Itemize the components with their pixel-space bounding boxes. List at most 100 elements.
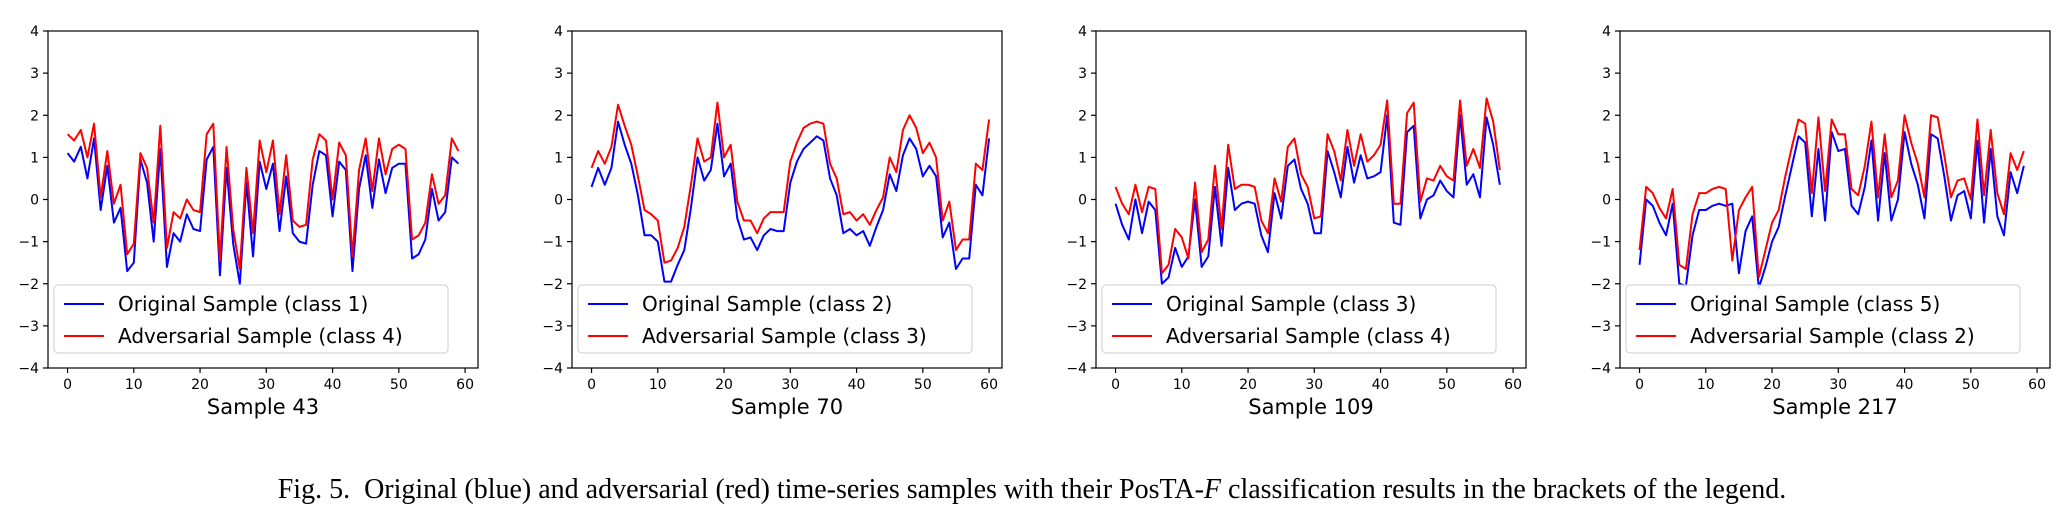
x-tick-label: 50 [1962, 377, 1980, 393]
series-line-original [1114, 114, 1501, 285]
y-tick-label: −2 [18, 277, 39, 293]
y-tick-label: −4 [542, 361, 563, 377]
x-tick-label: 40 [1896, 377, 1914, 393]
series-line-original [66, 137, 460, 285]
legend-label: Original Sample (class 3) [1166, 292, 1416, 316]
caption-text-after: classification results in the brackets o… [1221, 474, 1787, 505]
y-tick-label: 3 [554, 66, 563, 82]
x-tick-label: 60 [2028, 377, 2046, 393]
y-tick-label: −4 [18, 361, 39, 377]
legend-box [577, 284, 973, 354]
legend-box [53, 284, 449, 354]
x-tick-label: 40 [324, 377, 342, 393]
x-tick-label: 50 [390, 377, 408, 393]
legend: Original Sample (class 1) Adversarial Sam… [53, 284, 449, 354]
legend-label: Original Sample (class 5) [1690, 292, 1940, 316]
x-tick-label: 20 [715, 377, 733, 393]
legend-box [1625, 284, 2021, 354]
series-line-original [590, 120, 991, 283]
x-tick-label: 10 [649, 377, 667, 393]
figure-caption: Fig. 5. Original (blue) and adversarial (… [0, 474, 2064, 506]
x-tick-label: 20 [191, 377, 209, 393]
legend: Original Sample (class 2) Adversarial Sam… [577, 284, 973, 354]
y-tick-label: −2 [542, 277, 563, 293]
y-tick-label: −3 [1066, 319, 1087, 335]
series-line-adversarial [590, 101, 991, 264]
x-tick-label: 0 [1635, 377, 1644, 393]
y-tick-label: 1 [1602, 150, 1611, 166]
y-tick-label: 4 [554, 24, 563, 40]
y-tick-label: −1 [1590, 235, 1611, 251]
y-tick-label: 3 [1078, 66, 1087, 82]
x-tick-label: 10 [125, 377, 143, 393]
series-line-adversarial [66, 122, 460, 271]
series-line-original [1638, 131, 2025, 289]
y-tick-label: −4 [1066, 361, 1087, 377]
y-tick-label: 1 [554, 150, 563, 166]
x-axis-label: Sample 217 [1772, 395, 1898, 419]
x-tick-label: 30 [1829, 377, 1847, 393]
series-line-adversarial [1114, 97, 1501, 275]
y-tick-label: −1 [18, 235, 39, 251]
y-tick-label: −3 [542, 319, 563, 335]
legend-label: Adversarial Sample (class 4) [1166, 324, 1451, 348]
x-tick-label: 60 [980, 377, 998, 393]
y-tick-label: 3 [30, 66, 39, 82]
y-tick-label: −1 [542, 235, 563, 251]
x-tick-label: 0 [1111, 377, 1120, 393]
legend-label: Adversarial Sample (class 4) [118, 324, 403, 348]
x-tick-label: 50 [914, 377, 932, 393]
y-tick-label: −2 [1590, 277, 1611, 293]
x-tick-label: 20 [1763, 377, 1781, 393]
x-axis-label: Sample 109 [1248, 395, 1374, 419]
y-tick-label: 4 [1602, 24, 1611, 40]
y-tick-label: 2 [554, 108, 563, 124]
series-line-adversarial [1638, 114, 2025, 279]
y-tick-label: −3 [1590, 319, 1611, 335]
x-tick-label: 20 [1239, 377, 1257, 393]
y-tick-label: −4 [1590, 361, 1611, 377]
y-tick-label: 4 [1078, 24, 1087, 40]
x-tick-label: 30 [1305, 377, 1323, 393]
y-tick-label: −3 [18, 319, 39, 335]
y-tick-label: 3 [1602, 66, 1611, 82]
y-tick-label: 4 [30, 24, 39, 40]
x-tick-label: 60 [456, 377, 474, 393]
x-tick-label: 0 [587, 377, 596, 393]
caption-italic: F [1203, 474, 1222, 505]
legend-label: Adversarial Sample (class 2) [1690, 324, 1975, 348]
legend-label: Original Sample (class 2) [642, 292, 892, 316]
y-tick-label: 1 [1078, 150, 1087, 166]
y-tick-label: 2 [1078, 108, 1087, 124]
y-tick-label: −1 [1066, 235, 1087, 251]
caption-text-before: Original (blue) and adversarial (red) ti… [364, 474, 1204, 505]
y-tick-label: −2 [1066, 277, 1087, 293]
legend: Original Sample (class 5) Adversarial Sam… [1625, 284, 2021, 354]
x-tick-label: 60 [1504, 377, 1522, 393]
x-tick-label: 10 [1697, 377, 1715, 393]
x-tick-label: 30 [257, 377, 275, 393]
legend-label: Adversarial Sample (class 3) [642, 324, 927, 348]
x-axis-label: Sample 43 [207, 395, 319, 419]
y-tick-label: 1 [30, 150, 39, 166]
x-tick-label: 30 [781, 377, 799, 393]
y-tick-label: 2 [1602, 108, 1611, 124]
y-tick-label: 2 [30, 108, 39, 124]
x-tick-label: 50 [1438, 377, 1456, 393]
y-tick-label: 0 [30, 193, 39, 209]
legend: Original Sample (class 3) Adversarial Sam… [1101, 284, 1497, 354]
y-tick-label: 0 [1602, 193, 1611, 209]
y-tick-label: 0 [554, 193, 563, 209]
x-tick-label: 10 [1173, 377, 1191, 393]
x-tick-label: 40 [848, 377, 866, 393]
legend-box [1101, 284, 1497, 354]
x-axis-label: Sample 70 [731, 395, 843, 419]
x-tick-label: 40 [1372, 377, 1390, 393]
caption-label: Fig. 5. [277, 474, 351, 505]
x-tick-label: 0 [63, 377, 72, 393]
